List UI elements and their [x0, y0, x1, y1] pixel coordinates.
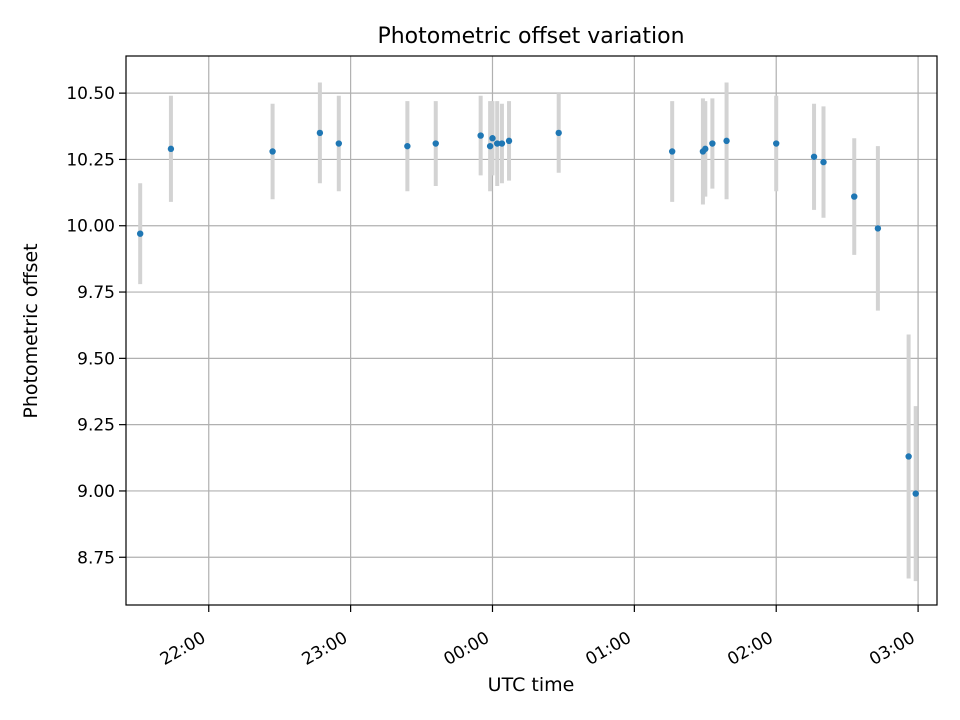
- data-point: [912, 490, 919, 497]
- data-points: [136, 129, 919, 497]
- data-point: [820, 158, 827, 166]
- y-axis-ticks: 8.75 9.00 9.25 9.50 9.75 10.00 10.25 10.50: [66, 84, 126, 568]
- data-point: [874, 225, 882, 232]
- data-point: [723, 137, 730, 145]
- y-tick-label: 10.00: [66, 217, 115, 237]
- plot-frame: [125, 55, 938, 606]
- y-tick-label: 10.25: [66, 150, 115, 170]
- data-point: [702, 145, 709, 153]
- data-point: [810, 153, 818, 160]
- y-tick-label: 8.75: [77, 548, 115, 568]
- chart-title: Photometric offset variation: [377, 24, 684, 49]
- y-tick-label: 9.00: [77, 482, 115, 502]
- data-point: [851, 193, 858, 200]
- x-axis-label: UTC time: [488, 674, 575, 696]
- data-point: [498, 140, 506, 147]
- data-point: [404, 142, 411, 150]
- data-point: [489, 135, 496, 142]
- data-point: [905, 453, 912, 460]
- data-point: [316, 129, 324, 137]
- data-point: [432, 140, 439, 147]
- data-point: [709, 140, 716, 147]
- y-tick-label: 9.50: [77, 349, 115, 369]
- data-point: [136, 230, 144, 237]
- data-point: [486, 142, 494, 150]
- y-tick-label: 9.25: [77, 416, 115, 436]
- data-point: [269, 148, 276, 155]
- y-tick-label: 10.50: [66, 84, 115, 104]
- data-point: [477, 132, 484, 139]
- data-point: [335, 140, 342, 147]
- y-axis-label: Photometric offset: [20, 243, 42, 418]
- data-point: [167, 145, 175, 153]
- data-point: [494, 140, 501, 147]
- data-point: [505, 137, 513, 145]
- data-point: [555, 129, 562, 137]
- data-point: [668, 148, 676, 155]
- y-tick-label: 9.75: [77, 283, 115, 303]
- data-point: [773, 140, 780, 147]
